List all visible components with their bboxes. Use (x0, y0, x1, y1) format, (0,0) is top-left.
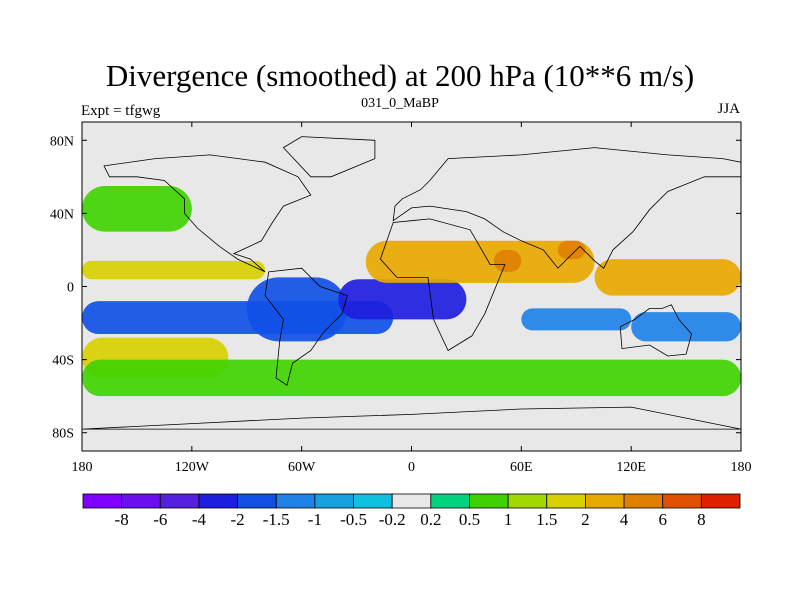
colorbar: -8 -6 -4 -2 -1.5 -1 -0.5 -0.2 0.2 0.5 1 1.5 2 4 6 8 (82, 493, 741, 529)
colorbar-swatch (507, 493, 548, 509)
colorbar-label: 0.5 (459, 510, 480, 529)
field-south-america-convergence (246, 277, 348, 342)
x-tick-label: 120W (175, 460, 210, 475)
experiment-label: Expt = tfgwg (81, 103, 161, 119)
colorbar-swatch (391, 493, 432, 509)
colorbar-label: 8 (697, 510, 706, 529)
colorbar-label: 2 (581, 510, 590, 529)
x-tick-label: 180 (731, 460, 752, 475)
y-tick-label: 40N (50, 207, 74, 222)
field-southern-ocean-divergence (82, 359, 741, 397)
colorbar-swatch (662, 493, 702, 509)
field-west-pacific-convergence (631, 312, 741, 342)
colorbar-label: -1 (308, 510, 322, 529)
colorbar-swatch (430, 493, 470, 509)
colorbar-label: 6 (658, 510, 667, 529)
colorbar-label: -8 (115, 510, 129, 529)
x-tick-label: 60E (510, 460, 533, 475)
field-atlantic-convergence (338, 279, 467, 320)
colorbar-label: -1.5 (263, 510, 290, 529)
field-itcz-divergence-pacific (82, 260, 266, 280)
colorbar-label: -0.2 (379, 510, 406, 529)
colorbar-swatch (275, 493, 316, 509)
field-maritime-divergence (594, 259, 741, 296)
field-arabia-divergence-max (493, 249, 522, 272)
colorbar-swatch (237, 493, 277, 509)
x-tick-label: 120E (616, 460, 646, 475)
coastline-5 (81, 406, 742, 430)
coastline-layer (81, 136, 742, 430)
colorbar-label: -0.5 (340, 510, 367, 529)
colorbar-swatch (314, 493, 354, 509)
y-tick-label: 80N (50, 134, 74, 149)
coastline-1 (264, 267, 348, 386)
colorbar-label: 1.5 (536, 510, 557, 529)
field-north-pacific-divergence (82, 185, 192, 232)
colorbar-swatch (623, 493, 664, 509)
colorbar-swatch (121, 493, 161, 509)
y-tick-label: 40S (52, 354, 74, 369)
coastline-0 (103, 154, 312, 273)
colorbar-label: -4 (192, 510, 207, 529)
colorbar-swatch (700, 493, 741, 509)
colorbar-label: -6 (153, 510, 167, 529)
colorbar-swatch (198, 493, 238, 509)
colorbar-label: 4 (620, 510, 629, 529)
coastline-4 (619, 304, 693, 357)
colorbar-swatch (546, 493, 586, 509)
x-tick-label: 180 (72, 460, 93, 475)
y-tick-label: 0 (67, 281, 74, 296)
case-label: 031_0_MaBP (361, 96, 439, 111)
colorbar-swatch (353, 493, 393, 509)
field-india-divergence-max (557, 240, 586, 260)
colorbar-label: 1 (504, 510, 513, 529)
colorbar-swatch (469, 493, 509, 509)
colorbar-label: -2 (231, 510, 245, 529)
chart-title: Divergence (smoothed) at 200 hPa (10**6 … (105, 58, 695, 93)
coastline-6 (282, 136, 376, 178)
colorbar-swatch (585, 493, 625, 509)
coastline-2 (379, 218, 506, 352)
colorbar-swatch (159, 493, 200, 509)
coastline-3 (392, 147, 742, 269)
colorbar-swatch (82, 493, 123, 509)
contour-fill-layer (82, 185, 741, 397)
field-north-africa-asia-divergence (365, 240, 595, 283)
colorbar-label: 0.2 (420, 510, 441, 529)
season-label: JJA (717, 101, 740, 117)
y-tick-label: 80S (52, 427, 74, 442)
axes: 180 120W 60W 0 60E 120E 180 80N 40N 0 40S 80S (50, 121, 752, 475)
field-indian-ocean-convergence (521, 308, 632, 331)
x-tick-label: 60W (288, 460, 316, 475)
x-tick-label: 0 (408, 460, 415, 475)
